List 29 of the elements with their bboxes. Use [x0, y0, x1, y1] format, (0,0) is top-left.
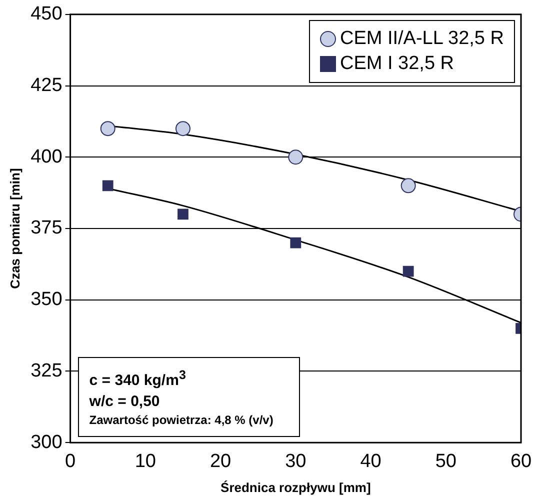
annotation: w/c = 0,50: [89, 392, 161, 410]
point: [400, 178, 416, 194]
y-tick-label: 350: [30, 289, 62, 310]
point: [290, 237, 302, 248]
point: [288, 150, 304, 165]
annotation: c = 340 kg/m$^{3}$: [89, 368, 187, 389]
legend-label: CEM II/A-LL 32,5 R: [340, 28, 504, 50]
legend-label: CEM I 32,5 R: [340, 53, 454, 76]
x-tick-label: 10: [134, 451, 156, 472]
y-axis-title: Czas pomiaru [min]: [7, 168, 22, 289]
point: [178, 208, 188, 220]
point: [102, 180, 114, 192]
x-tick-label: 40: [360, 451, 382, 472]
y-tick-label: 450: [30, 4, 62, 25]
y-tick-label: 425: [30, 75, 62, 96]
y-tick-label: 400: [30, 146, 62, 168]
point: [175, 121, 190, 136]
annotation: Zawartość powietrza: 4,8 % (v/v): [89, 412, 274, 427]
x-tick-label: 50: [435, 451, 456, 472]
point: [402, 266, 414, 277]
y-tick-label: 325: [30, 360, 62, 382]
x-tick-label: 60: [510, 451, 532, 472]
point: [100, 121, 116, 136]
x-tick-label: 20: [210, 451, 232, 472]
x-tick-label: 0: [65, 451, 76, 472]
y-tick-label: 375: [30, 218, 62, 239]
x-tick-label: 30: [285, 451, 306, 472]
y-tick-label: 300: [30, 432, 62, 453]
x-axis-title: Średnica rozpływu [mm]: [220, 480, 371, 495]
